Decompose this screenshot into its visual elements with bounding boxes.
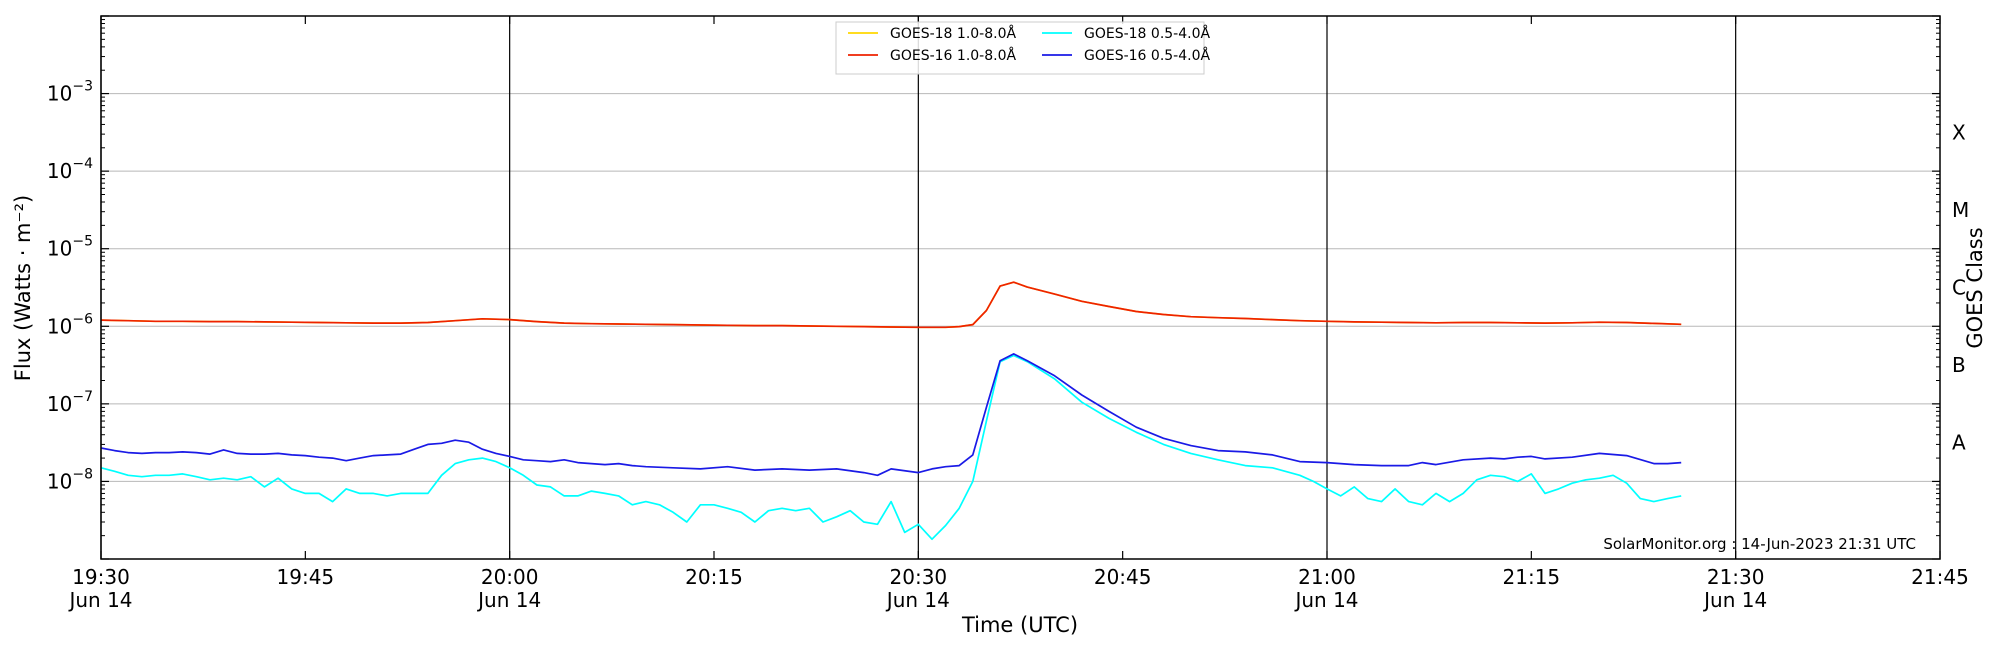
x-tick-label: 21:00	[1298, 565, 1356, 589]
series-line-goes-16-0-5-4-0-	[100, 353, 1682, 477]
legend-entry-label: GOES-18 1.0-8.0Å	[890, 25, 1016, 42]
goes-class-label: M	[1952, 198, 1969, 222]
y-tick-label: 10−6	[47, 311, 93, 338]
x-tick-label: 21:15	[1503, 565, 1561, 589]
series-line-goes-16-1-0-8-0-	[100, 281, 1682, 329]
y-tick-label: 10−8	[47, 466, 93, 493]
x-tick-label: 20:00	[481, 565, 539, 589]
x-tick-label: 20:30	[890, 565, 948, 589]
goes-class-label: A	[1952, 431, 1966, 455]
x-tick-date-label: Jun 14	[476, 588, 541, 612]
legend-box	[835, 21, 1205, 75]
legend-entry-label: GOES-18 0.5-4.0Å	[1084, 25, 1210, 42]
legend-entry-label: GOES-16 1.0-8.0Å	[890, 47, 1016, 64]
x-axis-title: Time (UTC)	[961, 613, 1078, 637]
x-tick-label: 21:45	[1911, 565, 1969, 589]
y2-axis-title: GOES Class	[1963, 227, 1987, 348]
x-tick-label: 19:45	[277, 565, 335, 589]
x-tick-date-label: Jun 14	[885, 588, 950, 612]
x-tick-label: 19:30	[72, 565, 130, 589]
legend[interactable]: GOES-18 1.0-8.0Å GOES-16 1.0-8.0Å GOES-18 …	[835, 21, 1210, 75]
y-tick-label: 10−7	[47, 389, 93, 416]
x-tick-date-label: Jun 14	[1293, 588, 1358, 612]
x-tick-date-label: Jun 14	[1702, 588, 1767, 612]
x-tick-label: 20:15	[685, 565, 743, 589]
series-line-goes-18-0-5-4-0-	[100, 354, 1682, 541]
goes-class-label: X	[1952, 120, 1966, 144]
legend-entry-label: GOES-16 0.5-4.0Å	[1084, 47, 1210, 64]
goes-class-label: C	[1952, 276, 1966, 300]
goes-class-labels: X M C B A	[1952, 120, 1969, 454]
goes-class-label: B	[1952, 353, 1966, 377]
y-axis-title: Flux (Watts · m⁻²)	[11, 195, 35, 381]
y-tick-label: 10−4	[47, 156, 93, 183]
grid-lines	[101, 93, 1940, 482]
x-tick-label: 20:45	[1094, 565, 1152, 589]
source-annotation: SolarMonitor.org : 14-Jun-2023 21:31 UTC	[1603, 535, 1916, 553]
y-tick-label: 10−5	[47, 234, 93, 261]
axis-ticks	[100, 15, 1941, 560]
y-tick-label: 10−3	[47, 79, 93, 106]
x-tick-date-label: Jun 14	[67, 588, 132, 612]
series-lines	[100, 281, 1682, 541]
y-tick-labels: 10−3 10−4 10−5 10−6 10−7 10−8	[47, 79, 93, 494]
plot-frame	[100, 15, 1941, 560]
x-tick-label: 21:30	[1707, 565, 1765, 589]
